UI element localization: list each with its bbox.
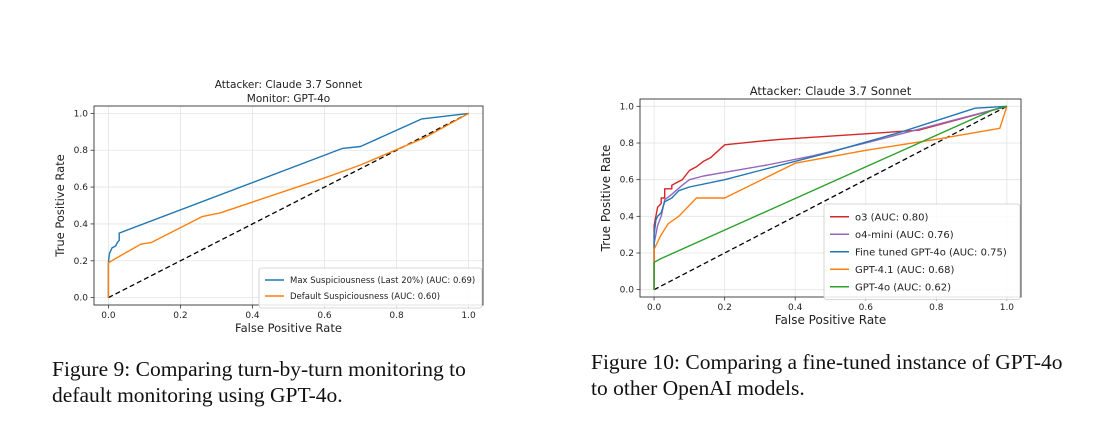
x-tick-label: 0.4 [788,303,803,313]
x-tick-label: 1.0 [461,311,476,321]
chart-subtitle: Monitor: GPT-4o [247,93,330,105]
x-tick-label: 1.0 [1000,303,1015,313]
x-tick-label: 0.8 [389,311,404,321]
roc-chart-model-comparison: 0.0 0.2 0.4 0.6 0.8 1.0 0.0 0.2 0.4 0.6 0.8 1.0 Atta… [599,84,1022,327]
legend-entry-3: GPT-4.1 (AUC: 0.68) [855,265,955,276]
series-line-0 [653,105,1008,290]
series-line-2 [653,105,1007,290]
y-axis-label: True Positive Rate [599,145,613,253]
y-tick-label: 1.0 [74,109,89,119]
x-tick-label: 0.0 [647,303,662,313]
x-axis-label: False Positive Rate [235,321,342,335]
x-tick-label: 0.8 [929,303,944,313]
plot-area: 0.0 0.2 0.4 0.6 0.8 1.0 0.0 0.2 0.4 0.6 0.8 1.0 Atta… [599,84,1022,327]
y-tick-label: 0.8 [620,139,635,149]
figure-10-caption: Figure 10: Comparing a fine-tuned instan… [591,350,1063,400]
legend: Max Suspiciousness (Last 20%) (AUC: 0.69… [258,267,483,309]
figure-9: 0.0 0.2 0.4 0.6 0.8 1.0 0.0 0.2 0.4 0.6 0.8 1.0 Atta… [0,0,549,442]
x-tick-label: 0.4 [245,311,260,321]
legend-entry-1: Default Suspiciousness (AUC: 0.60) [290,292,440,302]
y-tick-label: 0.2 [74,257,88,267]
x-tick-label: 0.2 [173,311,187,321]
legend-entry-1: o4-mini (AUC: 0.76) [855,230,954,241]
plot-area: 0.0 0.2 0.4 0.6 0.8 1.0 0.0 0.2 0.4 0.6 0.8 1.0 Atta… [53,79,484,335]
chart-title: Attacker: Claude 3.7 Sonnet [750,84,912,98]
y-tick-label: 0.6 [620,176,635,186]
legend-box [823,203,1021,300]
y-axis-label: True Positive Rate [53,154,67,257]
figure-9-caption: Figure 9: Comparing turn-by-turn monitor… [52,357,466,407]
series-line-1 [107,112,469,298]
legend-entry-0: o3 (AUC: 0.80) [855,212,929,223]
y-tick-label: 0.0 [74,294,89,304]
x-tick-label: 0.2 [718,303,732,313]
legend-entry-0: Max Suspiciousness (Last 20%) (AUC: 0.69… [290,276,475,286]
series-line-4 [653,105,1008,290]
x-tick-label: 0.6 [317,311,332,321]
y-tick-label: 1.0 [620,102,635,112]
x-tick-label: 0.6 [859,303,874,313]
legend-entry-2: Fine tuned GPT-4o (AUC: 0.75) [855,247,1007,258]
series-line-0 [107,112,469,298]
legend: o3 (AUC: 0.80) o4-mini (AUC: 0.76) Fine tu… [823,203,1021,300]
series-line-3 [653,106,1008,290]
y-tick-label: 0.2 [620,249,634,259]
y-tick-label: 0.6 [74,183,89,193]
figure-10: 0.0 0.2 0.4 0.6 0.8 1.0 0.0 0.2 0.4 0.6 0.8 1.0 Atta… [549,0,1098,442]
y-tick-label: 0.4 [620,212,635,222]
x-tick-label: 0.0 [101,311,116,321]
chart-title: Attacker: Claude 3.7 Sonnet [215,79,362,91]
y-tick-label: 0.0 [620,286,635,296]
legend-entry-4: GPT-4o (AUC: 0.62) [855,282,951,293]
legend-box [258,267,483,309]
roc-chart-monitor-comparison: 0.0 0.2 0.4 0.6 0.8 1.0 0.0 0.2 0.4 0.6 0.8 1.0 Atta… [53,79,484,335]
x-axis-label: False Positive Rate [775,313,887,327]
y-tick-label: 0.4 [74,220,89,230]
y-tick-label: 0.8 [74,146,89,156]
